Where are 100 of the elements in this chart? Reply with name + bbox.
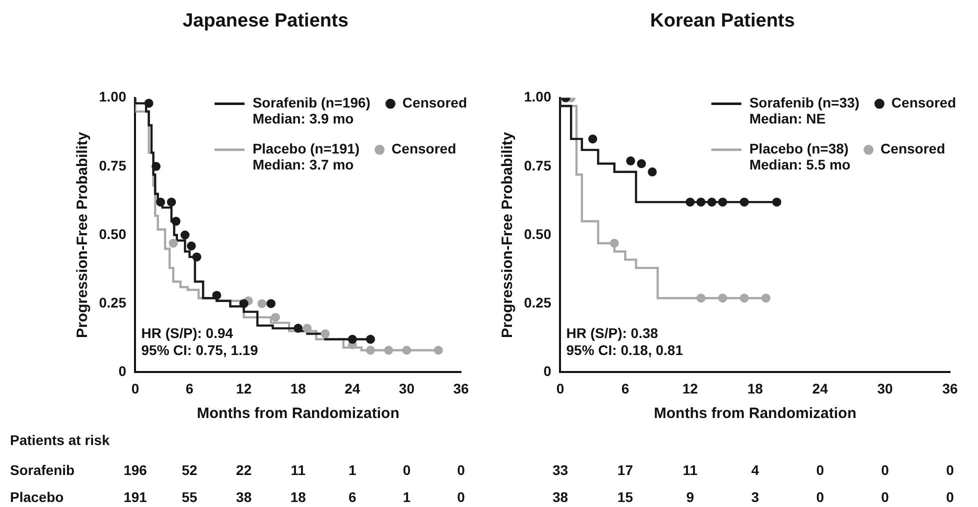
point — [171, 216, 180, 226]
y-tick-label: 0.75 — [99, 157, 126, 174]
y-tick-label: 0.25 — [524, 294, 552, 310]
text: 9 — [686, 488, 694, 505]
y-tick-label: 1.00 — [524, 88, 552, 105]
text: 196 — [124, 462, 148, 478]
annotation: 95% CI: 0.18, 0.81 — [566, 342, 684, 358]
point — [740, 294, 749, 303]
x-tick-label: 24 — [344, 380, 360, 396]
text: 0 — [816, 462, 824, 478]
y-tick-label: 0 — [543, 363, 552, 380]
point — [636, 159, 646, 168]
y-tick-label: 0 — [118, 363, 126, 380]
x-tick-label: 12 — [682, 380, 698, 396]
text: 17 — [617, 462, 634, 478]
x-tick-label: 36 — [942, 380, 958, 396]
point — [320, 329, 330, 338]
point — [294, 324, 303, 333]
x-tick-label: 24 — [812, 380, 828, 396]
x-tick-label: 30 — [877, 380, 894, 396]
x-tick-label: 0 — [131, 380, 140, 396]
text: 1 — [348, 462, 357, 478]
annotation: HR (S/P): 0.38 — [566, 325, 658, 342]
legend-label: Placebo (n=38) Median: 5.5 mo — [749, 140, 850, 173]
point — [686, 198, 695, 207]
text: 4 — [751, 462, 760, 478]
text: Placebo — [10, 488, 64, 505]
text: 33 — [552, 462, 568, 478]
text: 52 — [182, 462, 198, 478]
point — [180, 230, 190, 240]
point — [192, 252, 202, 262]
chart-title: Japanese Patients — [182, 10, 348, 32]
text: Sorafenib — [10, 462, 75, 478]
x-tick-label: 6 — [186, 380, 194, 396]
legend-label: Censored — [392, 140, 456, 157]
text: 0 — [457, 488, 466, 505]
x-axis-title: Months from Randomization — [196, 405, 400, 422]
point — [302, 324, 312, 333]
point — [610, 238, 619, 248]
x-tick-label: 6 — [621, 380, 630, 396]
point — [152, 162, 161, 171]
point — [348, 334, 357, 344]
x-axis-title: Months from Randomization — [654, 405, 856, 422]
text: 0 — [816, 488, 824, 505]
x-tick-label: 12 — [236, 380, 252, 396]
text: 18 — [290, 488, 306, 505]
legend-label: Censored — [880, 140, 946, 157]
text: 191 — [124, 488, 148, 505]
point — [156, 198, 166, 207]
x-tick-label: 0 — [556, 380, 564, 396]
text: 11 — [290, 462, 306, 478]
text: 1 — [402, 488, 411, 505]
text: 38 — [236, 488, 252, 505]
x-tick-label: 18 — [747, 380, 764, 396]
point — [648, 167, 657, 176]
point — [384, 346, 394, 355]
point — [186, 241, 196, 250]
point — [434, 346, 443, 355]
y-tick-label: 0.50 — [99, 226, 126, 242]
legend-label: Censored — [402, 94, 468, 111]
point — [366, 346, 376, 355]
legend-label: Sorafenib (n=33) Median: NE — [749, 94, 860, 127]
text: 0 — [881, 488, 890, 505]
point — [626, 156, 636, 166]
y-axis-title: Progression-Free Probability — [499, 131, 516, 338]
point — [402, 346, 412, 355]
text: 0 — [457, 462, 466, 478]
point — [696, 294, 706, 303]
point — [168, 238, 178, 248]
x-tick-label: 30 — [398, 380, 415, 396]
text: 3 — [751, 488, 760, 505]
x-tick-label: 18 — [290, 380, 306, 396]
y-tick-label: 1.00 — [99, 88, 126, 105]
y-tick-label: 0.50 — [524, 226, 552, 242]
text: 38 — [552, 488, 568, 505]
point — [718, 294, 728, 303]
point — [212, 290, 222, 300]
point — [144, 98, 154, 108]
point — [707, 198, 716, 207]
legend-label: Sorafenib (n=196) Median: 3.9 mo — [252, 94, 370, 127]
point — [718, 198, 728, 207]
legend-label: Placebo (n=191) Median: 3.7 mo — [252, 140, 360, 173]
text: 55 — [182, 488, 198, 505]
text: 0 — [881, 462, 890, 478]
annotation: HR (S/P): 0.94 — [141, 325, 234, 342]
legend-label: Censored — [891, 94, 956, 111]
y-tick-label: 0.75 — [524, 157, 552, 174]
point — [239, 299, 248, 308]
text: 0 — [946, 462, 954, 478]
point — [696, 198, 706, 207]
point — [772, 198, 782, 207]
chart-title: Korean Patients — [650, 10, 795, 32]
text: 15 — [617, 488, 634, 505]
text: 6 — [348, 488, 357, 505]
text: Patients at risk — [10, 432, 110, 448]
point — [740, 198, 749, 207]
text: 22 — [236, 462, 252, 478]
point — [266, 299, 276, 308]
point — [166, 198, 176, 207]
y-axis-title: Progression-Free Probability — [74, 131, 92, 338]
